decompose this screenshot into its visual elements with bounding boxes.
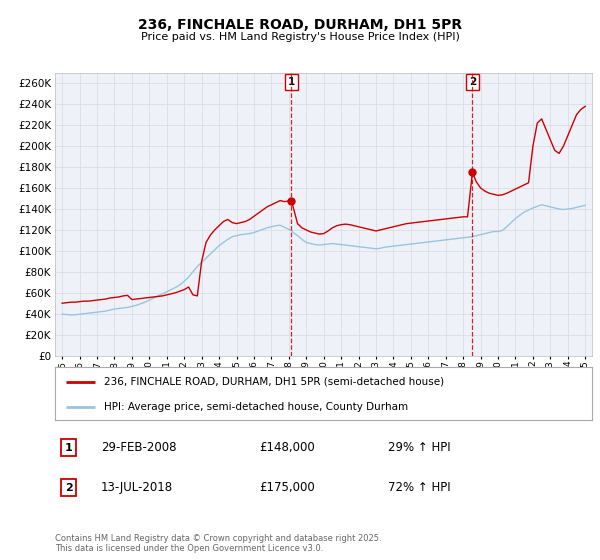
Text: 13-JUL-2018: 13-JUL-2018 (101, 481, 173, 494)
Text: £148,000: £148,000 (259, 441, 315, 454)
Text: 1: 1 (65, 443, 73, 452)
Text: 29% ↑ HPI: 29% ↑ HPI (388, 441, 451, 454)
Text: 236, FINCHALE ROAD, DURHAM, DH1 5PR: 236, FINCHALE ROAD, DURHAM, DH1 5PR (138, 18, 462, 32)
Text: 236, FINCHALE ROAD, DURHAM, DH1 5PR (semi-detached house): 236, FINCHALE ROAD, DURHAM, DH1 5PR (sem… (104, 377, 443, 387)
Text: 72% ↑ HPI: 72% ↑ HPI (388, 481, 451, 494)
Text: £175,000: £175,000 (259, 481, 315, 494)
Text: 2: 2 (469, 77, 476, 87)
Text: 1: 1 (288, 77, 295, 87)
Text: HPI: Average price, semi-detached house, County Durham: HPI: Average price, semi-detached house,… (104, 402, 407, 412)
Text: 2: 2 (65, 483, 73, 493)
Text: Price paid vs. HM Land Registry's House Price Index (HPI): Price paid vs. HM Land Registry's House … (140, 32, 460, 42)
Text: 29-FEB-2008: 29-FEB-2008 (101, 441, 176, 454)
Text: Contains HM Land Registry data © Crown copyright and database right 2025.
This d: Contains HM Land Registry data © Crown c… (55, 534, 382, 553)
